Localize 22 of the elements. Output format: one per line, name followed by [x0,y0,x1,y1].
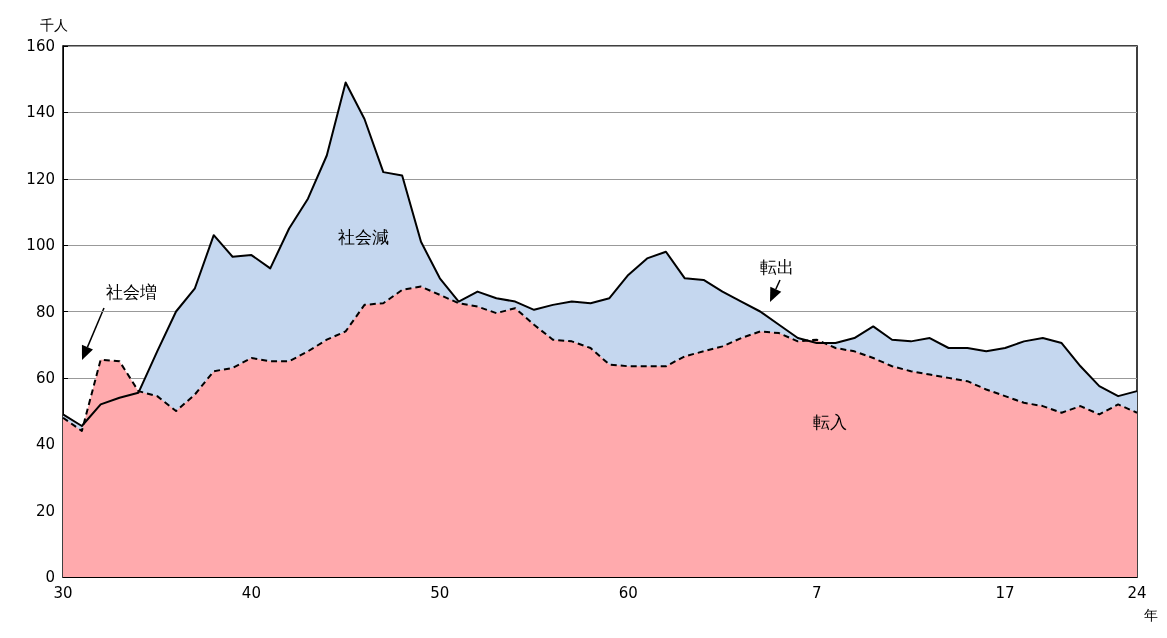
series-label: 転出 [760,256,794,277]
y-tick-label: 20 [35,501,55,520]
y-tick-label: 100 [26,236,55,255]
x-tick-label: 30 [53,583,73,602]
y-tick-label: 140 [26,103,55,122]
y-tick-label: 60 [35,368,55,387]
x-tick-label: 17 [995,583,1015,602]
y-axis-title: 千人 [40,17,68,33]
y-tick-label: 120 [26,169,55,188]
x-tick-label: 24 [1127,583,1147,602]
annotation: 社会増 [106,281,157,302]
x-axis-title: 年 [1144,607,1158,623]
y-tick-label: 80 [35,302,55,321]
series-label: 転入 [813,411,847,432]
x-tick-label: 40 [241,583,261,602]
x-tick-label: 7 [811,583,822,602]
y-tick-label: 160 [26,37,55,55]
annotation: 社会減 [338,226,389,247]
x-tick-label: 50 [430,583,450,602]
x-tick-label: 60 [618,583,638,602]
y-tick-label: 40 [35,435,55,454]
y-tick-label: 0 [45,568,55,586]
